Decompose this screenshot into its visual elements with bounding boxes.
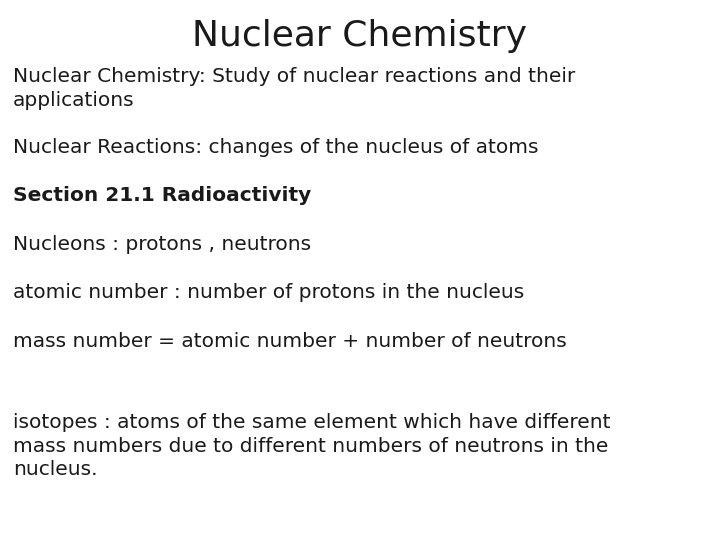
Text: Nuclear Reactions: changes of the nucleus of atoms: Nuclear Reactions: changes of the nucleu… — [13, 138, 539, 157]
Text: Nuclear Chemistry: Nuclear Chemistry — [192, 19, 528, 53]
Text: Nuclear Chemistry: Study of nuclear reactions and their
applications: Nuclear Chemistry: Study of nuclear reac… — [13, 68, 575, 110]
Text: atomic number : number of protons in the nucleus: atomic number : number of protons in the… — [13, 284, 524, 302]
Text: mass number = atomic number + number of neutrons: mass number = atomic number + number of … — [13, 332, 567, 351]
Text: Nucleons : protons , neutrons: Nucleons : protons , neutrons — [13, 235, 311, 254]
Text: isotopes : atoms of the same element which have different
mass numbers due to di: isotopes : atoms of the same element whi… — [13, 413, 611, 479]
Text: Section 21.1 Radioactivity: Section 21.1 Radioactivity — [13, 186, 311, 205]
